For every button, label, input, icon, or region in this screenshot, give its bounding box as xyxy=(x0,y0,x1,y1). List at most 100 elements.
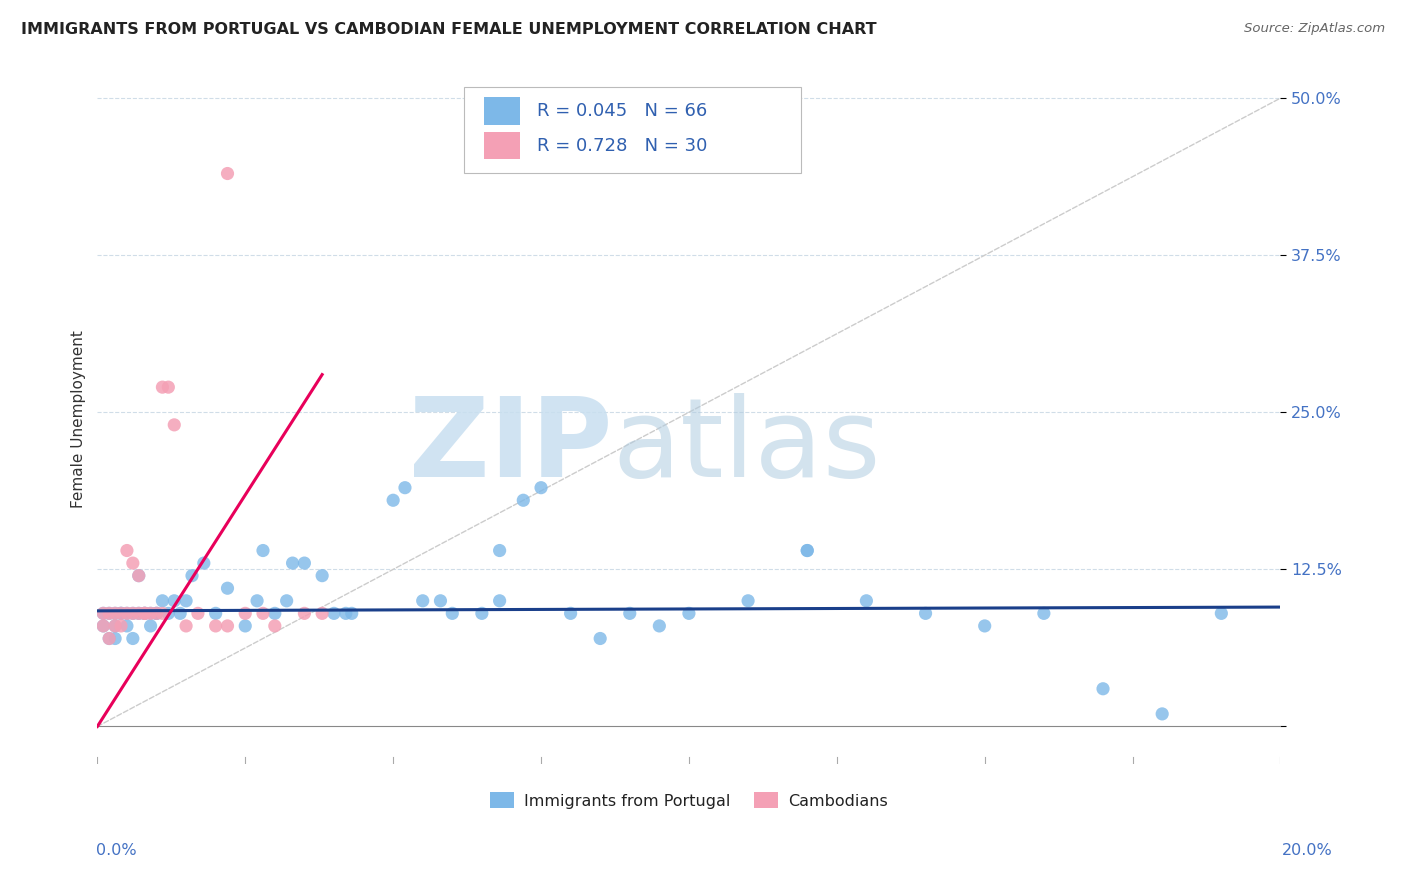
Point xyxy=(441,607,464,621)
Point xyxy=(121,607,143,621)
Y-axis label: Female Unemployment: Female Unemployment xyxy=(72,330,86,508)
Point xyxy=(263,607,285,621)
Point xyxy=(323,607,346,621)
Point xyxy=(134,607,156,621)
Point xyxy=(217,619,239,633)
Point xyxy=(246,594,269,608)
Point xyxy=(252,543,274,558)
Point xyxy=(619,607,641,621)
Text: ZIP: ZIP xyxy=(409,392,612,500)
Point xyxy=(115,543,138,558)
Point xyxy=(91,607,114,621)
Point xyxy=(128,607,150,621)
Point xyxy=(1092,681,1115,696)
Point xyxy=(134,607,156,621)
FancyBboxPatch shape xyxy=(464,87,801,173)
Point xyxy=(115,607,138,621)
Point xyxy=(589,632,612,646)
Point xyxy=(163,417,186,432)
Point xyxy=(121,632,143,646)
Point xyxy=(174,619,197,633)
Point xyxy=(98,607,121,621)
Point xyxy=(152,380,174,394)
Point xyxy=(121,556,143,570)
Point xyxy=(233,607,256,621)
Point xyxy=(139,607,162,621)
Point xyxy=(121,607,143,621)
Text: 20.0%: 20.0% xyxy=(1282,843,1333,858)
Point xyxy=(152,594,174,608)
Point xyxy=(311,607,333,621)
Point xyxy=(128,568,150,582)
Point xyxy=(276,594,298,608)
Point xyxy=(169,607,191,621)
Point xyxy=(145,607,167,621)
Point xyxy=(157,380,180,394)
FancyBboxPatch shape xyxy=(484,132,520,160)
Point xyxy=(471,607,494,621)
Point xyxy=(512,493,534,508)
Point xyxy=(115,619,138,633)
Point xyxy=(187,607,209,621)
Point xyxy=(678,607,700,621)
Point xyxy=(98,607,121,621)
Point xyxy=(233,619,256,633)
Point xyxy=(217,581,239,595)
Point xyxy=(737,594,759,608)
Point xyxy=(488,543,510,558)
Point xyxy=(163,594,186,608)
Point xyxy=(104,632,127,646)
Point xyxy=(91,619,114,633)
Point xyxy=(294,607,316,621)
Point xyxy=(281,556,304,570)
Text: Source: ZipAtlas.com: Source: ZipAtlas.com xyxy=(1244,22,1385,36)
Point xyxy=(294,556,316,570)
Point xyxy=(157,607,180,621)
Point xyxy=(98,632,121,646)
Legend: Immigrants from Portugal, Cambodians: Immigrants from Portugal, Cambodians xyxy=(484,786,894,815)
Point xyxy=(973,619,995,633)
Point xyxy=(1152,706,1174,721)
Point xyxy=(311,568,333,582)
Point xyxy=(1032,607,1054,621)
Point xyxy=(488,594,510,608)
Point xyxy=(91,619,114,633)
Point xyxy=(914,607,936,621)
Point xyxy=(110,619,132,633)
Point xyxy=(560,607,582,621)
Text: R = 0.728   N = 30: R = 0.728 N = 30 xyxy=(537,136,707,154)
Point xyxy=(145,607,167,621)
Point xyxy=(110,607,132,621)
Point xyxy=(648,619,671,633)
Point xyxy=(217,167,239,181)
Point xyxy=(855,594,877,608)
Point xyxy=(429,594,451,608)
Point xyxy=(115,607,138,621)
Point xyxy=(530,481,553,495)
Point xyxy=(104,619,127,633)
Point xyxy=(110,607,132,621)
Point xyxy=(394,481,416,495)
Point xyxy=(340,607,363,621)
Point xyxy=(139,619,162,633)
Point xyxy=(104,607,127,621)
Point xyxy=(104,607,127,621)
Text: R = 0.045   N = 66: R = 0.045 N = 66 xyxy=(537,102,707,120)
Point xyxy=(181,568,204,582)
Text: 0.0%: 0.0% xyxy=(96,843,136,858)
Point xyxy=(796,543,818,558)
Point xyxy=(152,607,174,621)
Point xyxy=(145,607,167,621)
Point xyxy=(1211,607,1233,621)
Point xyxy=(204,619,226,633)
Point xyxy=(128,607,150,621)
Point xyxy=(193,556,215,570)
Point xyxy=(134,607,156,621)
Point xyxy=(134,607,156,621)
Point xyxy=(263,619,285,633)
Point xyxy=(104,619,127,633)
Point xyxy=(382,493,405,508)
Text: IMMIGRANTS FROM PORTUGAL VS CAMBODIAN FEMALE UNEMPLOYMENT CORRELATION CHART: IMMIGRANTS FROM PORTUGAL VS CAMBODIAN FE… xyxy=(21,22,877,37)
Point xyxy=(252,607,274,621)
Point xyxy=(110,607,132,621)
